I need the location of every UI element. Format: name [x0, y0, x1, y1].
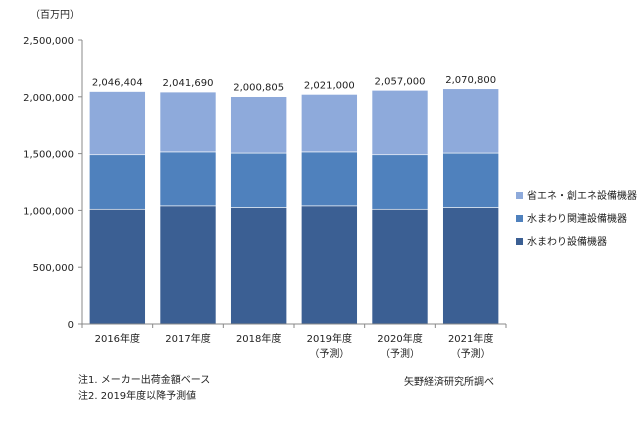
- note-2: 注2. 2019年度以降予測値: [78, 391, 197, 402]
- bar-segment: [159, 151, 217, 207]
- total-label: 2,057,000: [375, 76, 426, 87]
- legend-swatch: [516, 215, 523, 222]
- y-tick-label: 1,500,000: [23, 150, 74, 161]
- bar-segment: [371, 208, 429, 325]
- total-label: 2,041,690: [163, 78, 214, 89]
- x-tick-label: 2019年度: [307, 332, 352, 345]
- x-tick-label: 2018年度: [236, 332, 281, 345]
- x-tick-sublabel: （予測）: [380, 347, 420, 360]
- y-tick-label: 1,000,000: [23, 206, 74, 217]
- bar-segment: [89, 208, 146, 325]
- bar-segment: [89, 154, 146, 210]
- source-credit: 矢野経済研究所調べ: [404, 377, 494, 388]
- bars-layer: [89, 88, 499, 325]
- bar-segment: [371, 90, 429, 156]
- bar-segment: [301, 94, 358, 153]
- total-label: 2,000,805: [233, 83, 284, 94]
- y-tick-label: 500,000: [33, 263, 74, 274]
- bar-segment: [442, 207, 499, 325]
- x-tick-sublabel: （予測）: [309, 347, 349, 360]
- x-tick-label: 2017年度: [165, 332, 210, 345]
- y-axis-unit-label: （百万円）: [30, 10, 80, 21]
- bar-segment: [301, 151, 358, 207]
- y-tick-label: 2,000,000: [23, 93, 74, 104]
- bar-segment: [159, 205, 217, 325]
- x-tick-sublabel: （予測）: [451, 347, 491, 360]
- bar-segment: [89, 91, 146, 156]
- legend-swatch: [516, 238, 523, 245]
- bar-segment: [442, 88, 499, 154]
- axes-layer: 0 500,000 1,000,000 1,500,000 2,000,000 2,500…: [23, 36, 507, 331]
- bar-segment: [230, 96, 287, 154]
- y-tick-label: 2,500,000: [23, 36, 74, 47]
- bar-segment: [442, 152, 499, 208]
- bar-segment: [301, 205, 358, 325]
- legend-label: 水まわり関連設備機器: [527, 212, 627, 225]
- labels-layer: 2,046,404 2016年度 2,041,690 2017年度 2,000,805 2…: [92, 75, 496, 360]
- legend-label: 省エネ・創エネ設備機器: [527, 189, 637, 202]
- bar-segment: [159, 91, 217, 153]
- note-1: 注1. メーカー出荷金額ベース: [78, 375, 211, 386]
- y-tick-label: 0: [68, 320, 74, 331]
- x-tick-label: 2020年度: [377, 332, 422, 345]
- bar-segment: [230, 152, 287, 208]
- x-tick-label: 2021年度: [448, 332, 493, 345]
- legend-swatch: [516, 192, 523, 199]
- bar-segment: [230, 207, 287, 325]
- total-label: 2,021,000: [304, 80, 355, 91]
- total-label: 2,070,800: [445, 75, 496, 86]
- total-label: 2,046,404: [92, 78, 143, 89]
- bar-segment: [371, 154, 429, 210]
- x-tick-label: 2016年度: [95, 332, 140, 345]
- notes: 注1. メーカー出荷金額ベース 注2. 2019年度以降予測値: [78, 373, 210, 405]
- legend-label: 水まわり設備機器: [527, 235, 607, 248]
